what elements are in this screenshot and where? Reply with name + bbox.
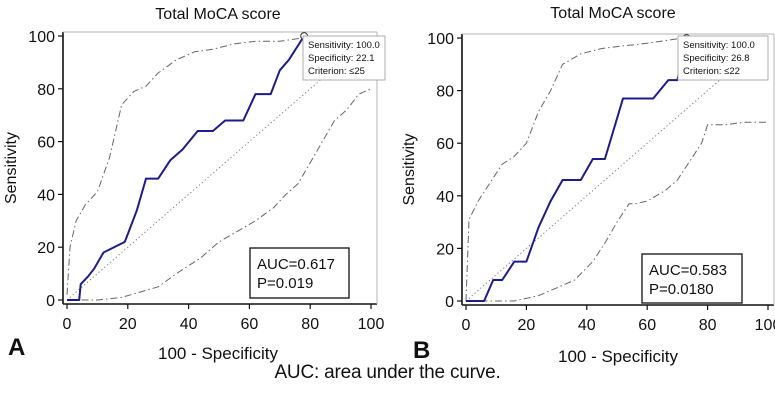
panel-label: B [413,337,430,364]
criterion-annotation-line: Specificity: 26.8 [683,53,750,64]
x-tick-label: 40 [180,316,198,333]
chart-title: Total MoCA score [550,5,675,22]
auc-stats-line: P=0.019 [257,275,313,292]
x-tick-label: 0 [462,317,471,334]
y-axis-label: Sensitivity [3,132,20,204]
x-tick-label: 20 [518,317,536,334]
y-tick-label: 0 [445,294,454,311]
y-axis-label: Sensitivity [401,133,418,205]
y-tick-label: 20 [436,241,454,258]
y-tick-label: 60 [436,136,454,153]
x-tick-label: 20 [119,316,137,333]
y-tick-label: 80 [436,84,454,101]
series-95-ci-upper [66,35,305,295]
x-axis-label: 100 - Specificity [158,344,278,363]
criterion-annotation-line: Specificity: 22.1 [308,53,375,64]
auc-stats-box [249,247,350,299]
x-axis-label: 100 - Specificity [558,347,678,366]
x-tick-label: 100 [755,317,775,334]
panel-label: A [8,334,25,361]
series-95-ci-lower [67,88,372,301]
series-roc-curve [466,37,688,302]
criterion-annotation-line: Criterion: ≤22 [683,66,740,77]
series-95-ci-lower [466,121,768,302]
auc-stats-line: P=0.0180 [649,281,714,298]
y-tick-label: 100 [427,31,454,48]
x-tick-label: 60 [241,316,259,333]
figure-caption: AUC: area under the curve. [274,362,501,383]
y-tick-label: 80 [37,82,55,99]
y-tick-label: 20 [37,240,55,257]
x-tick-label: 40 [578,317,596,334]
chart-title: Total MoCA score [155,6,280,23]
x-tick-label: 80 [699,317,717,334]
x-tick-label: 100 [358,316,385,333]
x-tick-label: 60 [638,317,656,334]
auc-stats-line: AUC=0.617 [257,256,335,273]
criterion-annotation-line: Criterion: ≤25 [308,66,365,77]
y-tick-label: 60 [37,135,55,152]
x-tick-label: 80 [301,316,319,333]
y-tick-label: 40 [436,189,454,206]
auc-stats-box [641,253,743,304]
auc-stats-line: AUC=0.583 [649,262,727,279]
criterion-annotation-line: Sensitivity: 100.0 [308,40,380,51]
criterion-annotation-box [677,35,769,81]
y-tick-label: 40 [37,187,55,204]
y-tick-label: 0 [46,293,55,310]
chart-panel-a: Total MoCA score 0 20 40 60 80 100 0 20 40 60 80 100… [3,6,386,363]
criterion-annotation-line: Sensitivity: 100.0 [683,40,755,51]
y-tick-label: 100 [28,29,55,46]
x-tick-label: 0 [63,316,72,333]
criterion-annotation-box [302,35,386,81]
series-95-ci-upper [465,37,684,302]
series-roc-curve [67,35,305,301]
chart-panel-b: Total MoCA score 0 20 40 60 80 100 0 20 40 60 80 100… [401,5,775,366]
